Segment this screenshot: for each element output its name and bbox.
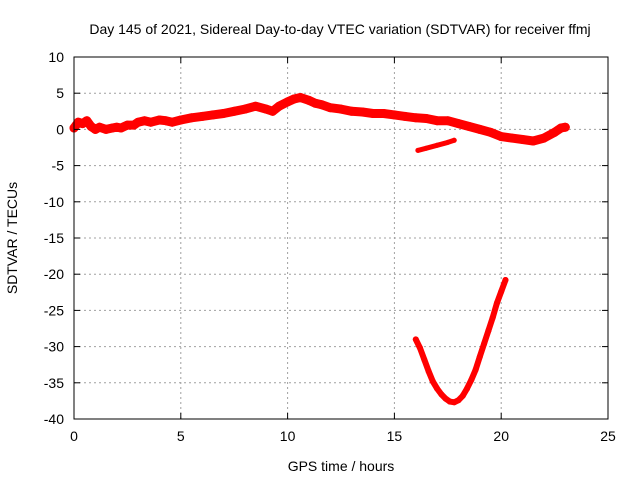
data-point — [434, 142, 440, 148]
data-point — [187, 113, 196, 123]
data-point — [274, 101, 284, 111]
data-point — [518, 135, 528, 144]
data-point — [146, 117, 156, 127]
data-point — [197, 111, 207, 121]
data-point — [443, 116, 453, 126]
data-point — [268, 106, 278, 116]
y-tick-label: -5 — [52, 158, 65, 174]
y-tick-label: 0 — [56, 121, 64, 137]
x-tick-label: 5 — [177, 428, 185, 444]
chart-title: Day 145 of 2021, Sidereal Day-to-day VTE… — [89, 21, 590, 37]
x-tick-label: 20 — [493, 428, 509, 444]
data-point — [421, 114, 431, 123]
y-tick-label: -30 — [44, 339, 64, 355]
data-point — [317, 100, 327, 110]
x-tick-label: 0 — [70, 428, 78, 444]
y-tick-label: -15 — [44, 230, 64, 246]
data-point — [425, 368, 432, 375]
data-point — [464, 385, 470, 392]
x-tick-label: 10 — [280, 428, 296, 444]
data-point — [251, 101, 261, 111]
data-point — [368, 109, 378, 118]
data-point — [498, 288, 505, 295]
data-point — [502, 277, 509, 283]
data-point — [560, 122, 570, 132]
x-tick-label: 25 — [600, 428, 616, 444]
x-axis-label: GPS time / hours — [288, 458, 395, 474]
y-axis-label: SDTVAR / TECUs — [4, 182, 20, 294]
data-point — [438, 391, 445, 398]
data-point — [122, 120, 132, 130]
data-point — [240, 104, 250, 114]
data-point — [423, 145, 429, 151]
x-tick-label: 15 — [387, 428, 403, 444]
data-point — [219, 109, 228, 118]
data-point — [464, 122, 474, 131]
data-point — [481, 340, 488, 347]
data-point — [486, 127, 495, 137]
data-layer — [69, 93, 570, 406]
data-point — [295, 93, 305, 102]
data-point — [229, 106, 239, 116]
data-point — [421, 356, 428, 363]
series-dip — [412, 277, 509, 406]
y-tick-label: -20 — [44, 266, 64, 282]
data-point — [400, 111, 410, 121]
data-point — [493, 300, 500, 307]
y-tick-label: -40 — [44, 411, 64, 427]
y-tick-label: 10 — [48, 49, 64, 65]
data-point — [445, 139, 451, 145]
y-tick-label: -35 — [44, 375, 64, 391]
data-point — [454, 119, 463, 129]
data-point — [415, 147, 421, 153]
data-point — [357, 107, 367, 117]
data-point — [411, 113, 421, 123]
plot-frame — [73, 56, 609, 420]
data-point — [434, 385, 441, 392]
axis-layer: 0 5 10 15 20 25 10 5 0 -5 -10 -15 -20 -25 -30 -35 -40 — [44, 49, 616, 444]
data-point — [496, 132, 506, 142]
data-point — [429, 378, 436, 385]
data-point — [455, 397, 462, 404]
data-point — [417, 345, 423, 351]
data-point — [451, 137, 457, 143]
data-point — [167, 117, 177, 127]
data-point — [550, 127, 560, 137]
data-point — [528, 136, 538, 146]
data-point — [489, 314, 496, 321]
data-point — [442, 395, 449, 402]
y-tick-label: -25 — [44, 302, 64, 318]
data-point — [176, 115, 186, 125]
data-point — [476, 353, 483, 360]
data-point — [347, 106, 357, 116]
data-point — [325, 103, 335, 113]
data-point — [459, 392, 466, 399]
data-point — [208, 110, 218, 120]
data-point — [507, 133, 517, 143]
y-tick-label: -10 — [44, 194, 64, 210]
data-point — [472, 366, 479, 373]
data-point — [475, 124, 485, 134]
data-point — [468, 376, 475, 383]
data-point — [539, 133, 549, 143]
data-point — [412, 336, 419, 343]
data-point — [389, 110, 399, 120]
data-point — [485, 327, 492, 334]
data-point — [432, 116, 442, 126]
data-point — [336, 104, 346, 114]
data-point — [379, 109, 389, 118]
y-tick-label: 5 — [56, 85, 64, 101]
